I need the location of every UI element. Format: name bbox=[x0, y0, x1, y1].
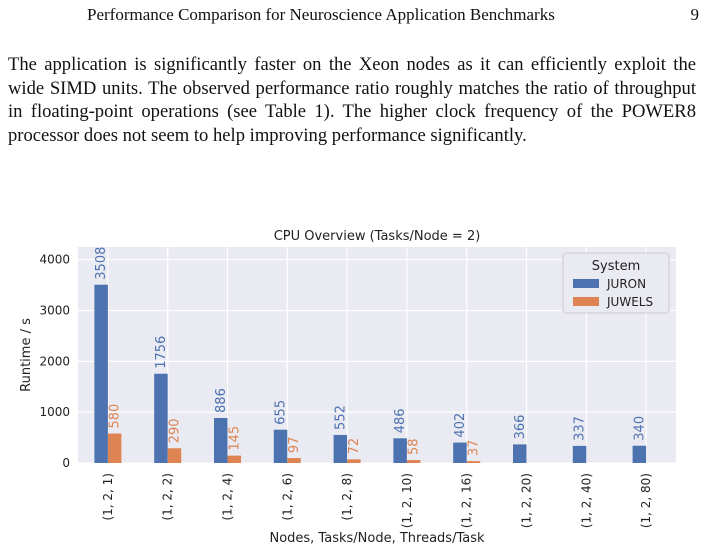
bar-juron bbox=[572, 445, 587, 463]
legend-label-juwels: JUWELS bbox=[606, 295, 653, 309]
bar-juron bbox=[154, 373, 168, 463]
legend: System JURON JUWELS bbox=[562, 252, 670, 314]
legend-swatch-juwels bbox=[573, 297, 599, 306]
bar-juwels bbox=[227, 455, 241, 463]
x-axis-label: Nodes, Tasks/Node, Threads/Task bbox=[269, 531, 485, 546]
y-tick-labels: 0 1000 2000 3000 4000 bbox=[39, 253, 70, 470]
bar-value-label: 402 bbox=[453, 413, 468, 438]
bar-value-label: 72 bbox=[347, 438, 362, 455]
x-tick-label: (1, 2, 16) bbox=[460, 473, 474, 528]
bar-juwels bbox=[287, 458, 301, 463]
bar-juron bbox=[333, 434, 348, 463]
bar-juron bbox=[273, 429, 288, 463]
legend-label-juron: JURON bbox=[606, 277, 646, 291]
x-tick-labels: (1, 2, 1) (1, 2, 2) (1, 2, 4) (1, 2, 6) (1, … bbox=[101, 473, 653, 528]
bar-value-label: 580 bbox=[108, 404, 123, 429]
bar-juron bbox=[393, 438, 407, 463]
bar-juwels bbox=[347, 459, 361, 463]
page-number: 9 bbox=[690, 5, 700, 24]
x-tick-label: (1, 2, 10) bbox=[400, 473, 414, 528]
y-axis-label: Runtime / s bbox=[19, 318, 34, 392]
x-tick-label: (1, 2, 4) bbox=[221, 473, 235, 521]
running-header: Performance Comparison for Neuroscience … bbox=[87, 5, 699, 25]
body-paragraph: The application is significantly faster … bbox=[8, 53, 696, 147]
bar-value-label: 3508 bbox=[94, 247, 109, 280]
bar-value-label: 37 bbox=[466, 440, 481, 457]
y-tick-label: 2000 bbox=[39, 354, 70, 368]
bar-juron bbox=[214, 417, 228, 463]
bar-value-label: 145 bbox=[227, 426, 242, 451]
bars bbox=[94, 284, 647, 463]
bar-value-label: 58 bbox=[407, 439, 422, 456]
x-tick-label: (1, 2, 6) bbox=[280, 473, 294, 521]
bar-juwels bbox=[107, 433, 122, 463]
legend-title: System bbox=[592, 259, 640, 274]
bar-juron bbox=[94, 284, 108, 463]
legend-swatch-juron bbox=[573, 279, 599, 288]
y-tick-label: 4000 bbox=[39, 253, 70, 267]
bar-value-label: 655 bbox=[274, 400, 289, 425]
y-tick-label: 1000 bbox=[39, 405, 70, 419]
bar-value-label: 552 bbox=[333, 405, 348, 430]
x-tick-label: (1, 2, 1) bbox=[101, 473, 115, 521]
x-tick-label: (1, 2, 20) bbox=[520, 473, 534, 528]
paragraph-text: The application is significantly faster … bbox=[8, 54, 696, 146]
x-tick-label: (1, 2, 8) bbox=[340, 473, 354, 521]
bar-value-label: 366 bbox=[513, 415, 528, 440]
running-title: Performance Comparison for Neuroscience … bbox=[87, 5, 555, 24]
bar-value-label: 337 bbox=[573, 416, 588, 441]
bar-value-label: 97 bbox=[287, 437, 302, 454]
y-tick-label: 0 bbox=[62, 456, 70, 470]
bar-value-label: 1756 bbox=[154, 336, 169, 369]
bar-juwels bbox=[406, 460, 421, 463]
bar-juwels bbox=[466, 461, 481, 463]
bar-juron bbox=[632, 445, 647, 463]
bar-juron bbox=[453, 442, 467, 463]
bar-value-labels: 3508 580 1756 290 886 145 655 97 552 72 486 58 402 37… bbox=[94, 247, 647, 457]
bar-juron bbox=[513, 444, 527, 463]
x-tick-label: (1, 2, 2) bbox=[161, 473, 175, 521]
x-tick-label: (1, 2, 40) bbox=[579, 473, 593, 528]
y-tick-label: 3000 bbox=[39, 304, 70, 318]
bar-value-label: 886 bbox=[214, 388, 229, 413]
bar-value-label: 340 bbox=[632, 416, 647, 441]
x-tick-label: (1, 2, 80) bbox=[639, 473, 653, 528]
bar-value-label: 486 bbox=[393, 408, 408, 433]
bar-value-label: 290 bbox=[167, 418, 182, 443]
chart-title: CPU Overview (Tasks/Node = 2) bbox=[274, 229, 481, 244]
bar-juwels bbox=[167, 448, 182, 463]
